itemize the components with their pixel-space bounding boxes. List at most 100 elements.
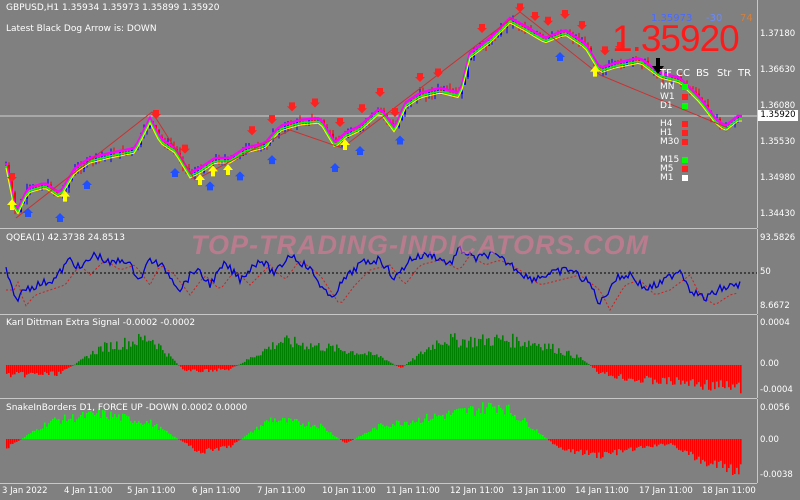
histogram-bar [60, 365, 62, 374]
tf-header-bs: BS [696, 68, 710, 79]
candle-body [662, 72, 664, 79]
histogram-bar [68, 419, 70, 439]
candle-body [734, 120, 736, 125]
histogram-bar [232, 365, 234, 368]
histogram-bar [274, 348, 276, 365]
histogram-bar [558, 348, 560, 365]
histogram-bar [164, 353, 166, 365]
histogram-bar [6, 439, 8, 449]
down-arrow-icon [375, 88, 385, 97]
histogram-bar [174, 360, 176, 365]
histogram-bar [142, 340, 144, 365]
histogram-bar [196, 365, 198, 371]
histogram-bar [640, 439, 642, 447]
candle-body [56, 191, 58, 194]
histogram-bar [678, 365, 680, 380]
down-arrow-icon [600, 46, 610, 56]
histogram-bar [616, 439, 618, 456]
histogram-bar [542, 350, 544, 365]
candle-body [164, 140, 166, 146]
histogram-bar [606, 439, 608, 453]
histogram-bar [246, 435, 248, 439]
time-axis-label: 6 Jan 11:00 [192, 486, 241, 496]
histogram-bar [608, 439, 610, 454]
histogram-bar [38, 430, 40, 439]
price-pane[interactable] [0, 0, 757, 228]
histogram-bar [282, 342, 284, 365]
histogram-bar [572, 357, 574, 365]
histogram-bar [292, 421, 294, 439]
histogram-bar [272, 422, 274, 439]
karl-dittman-histogram [6, 333, 742, 394]
histogram-bar [322, 425, 324, 439]
kd-tick: 0.00 [760, 359, 779, 369]
histogram-bar [498, 405, 500, 439]
histogram-bar [320, 350, 322, 365]
up-arrow-icon [395, 135, 405, 145]
histogram-bar [572, 439, 574, 450]
yellow-arrow-icon [340, 139, 350, 150]
histogram-bar [336, 344, 338, 365]
snake-borders-pane[interactable] [0, 399, 757, 483]
histogram-bar [738, 365, 740, 383]
qqe-main-line [5, 245, 741, 305]
histogram-bar [674, 439, 676, 446]
candle-body [41, 186, 43, 190]
histogram-bar [182, 439, 184, 442]
histogram-bar [364, 353, 366, 365]
histogram-bar [654, 439, 656, 445]
down-arrow-icon [287, 102, 297, 112]
histogram-bar [634, 439, 636, 451]
pane-divider [0, 314, 757, 315]
histogram-bar [496, 334, 498, 365]
histogram-bar [728, 365, 730, 388]
sb-tick: -0.0038 [760, 470, 793, 480]
histogram-bar [114, 413, 116, 439]
histogram-bar [614, 365, 616, 379]
yellow-arrow-icon [590, 65, 600, 77]
karl-dittman-pane[interactable] [0, 315, 757, 398]
histogram-bar [46, 426, 48, 439]
histogram-bar [234, 365, 236, 367]
qqe-pane[interactable] [0, 229, 757, 314]
histogram-bar [108, 419, 110, 439]
histogram-bar [688, 365, 690, 386]
histogram-bar [170, 434, 172, 439]
histogram-bar [204, 439, 206, 454]
down-arrow-icon [415, 73, 425, 82]
histogram-bar [362, 354, 364, 365]
histogram-bar [694, 439, 696, 461]
histogram-bar [20, 439, 22, 440]
histogram-bar [380, 356, 382, 365]
histogram-bar [394, 425, 396, 439]
histogram-bar [280, 420, 282, 439]
histogram-bar [150, 419, 152, 439]
histogram-bar [226, 365, 228, 370]
histogram-bar [494, 337, 496, 365]
histogram-bar [318, 343, 320, 365]
qqe-tick: 8.6672 [760, 301, 790, 311]
histogram-bar [112, 349, 114, 365]
histogram-bar [40, 429, 42, 439]
histogram-bar [130, 421, 132, 439]
histogram-bar [428, 421, 430, 439]
histogram-bar [166, 430, 168, 439]
time-axis-label: 5 Jan 11:00 [127, 486, 176, 496]
histogram-bar [290, 418, 292, 439]
histogram-bar [344, 439, 346, 443]
histogram-bar [638, 365, 640, 381]
histogram-bar [276, 345, 278, 365]
histogram-bar [620, 365, 622, 375]
histogram-bar [510, 412, 512, 439]
histogram-bar [192, 439, 194, 449]
histogram-bar [378, 357, 380, 365]
histogram-bar [296, 343, 298, 365]
histogram-bar [696, 365, 698, 385]
histogram-bar [324, 351, 326, 365]
candle-body [509, 21, 511, 23]
histogram-bar [528, 340, 530, 365]
histogram-bar [386, 425, 388, 439]
histogram-bar [214, 439, 216, 449]
histogram-bar [512, 333, 514, 365]
histogram-bar [692, 365, 694, 380]
